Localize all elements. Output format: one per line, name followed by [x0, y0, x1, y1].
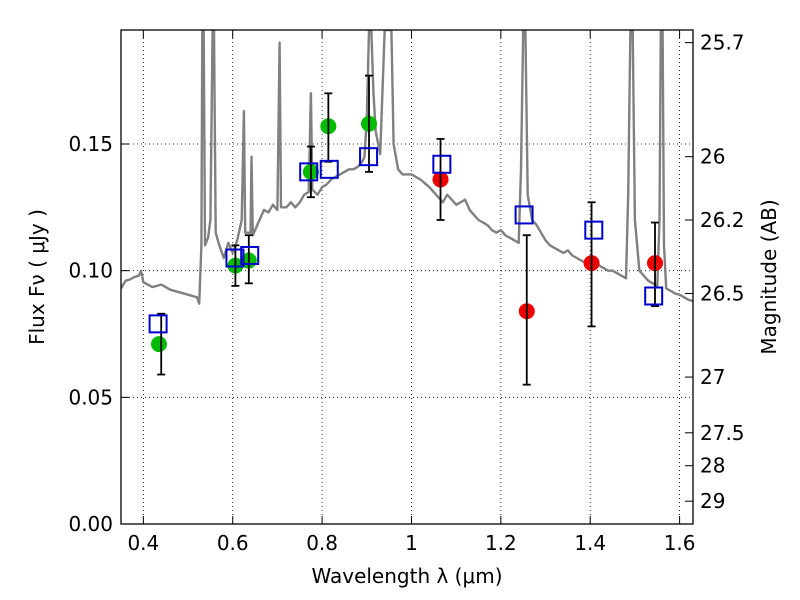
model-photometry-square	[225, 248, 245, 268]
right-tick-label: 26	[700, 145, 725, 169]
x-tick-label: 1	[405, 531, 418, 555]
model-spectrum-line	[121, 30, 693, 305]
x-tick-label: 1.4	[574, 531, 606, 555]
y-tick-label: 0.15	[68, 132, 113, 156]
right-tick-label: 27	[700, 365, 725, 389]
model-photometry-square	[514, 205, 534, 225]
axes: 0.4 0.6 0.8 1 1.2 1.4 1.6 0.00 0.05 0.10 0.15 25.7 2…	[68, 30, 745, 555]
x-tick-label: 0.6	[217, 531, 249, 555]
model-photometry-square	[644, 286, 664, 306]
right-tick-label: 28	[700, 454, 725, 478]
x-axis-label: Wavelength λ (μm)	[311, 564, 502, 588]
y-axis-label: Flux Fν ( μJy )	[25, 209, 49, 345]
optical-data-point	[150, 336, 167, 353]
right-tick-label: 25.7	[700, 31, 745, 55]
right-axis-label: Magnitude (AB)	[757, 199, 781, 354]
plot-area	[121, 30, 693, 386]
right-tick-label: 26.5	[700, 281, 745, 305]
right-tick-label: 26.2	[700, 208, 745, 232]
model-photometry-square	[299, 162, 319, 182]
right-tick-label: 29	[700, 489, 725, 513]
x-tick-label: 1.2	[485, 531, 517, 555]
y-tick-label: 0.05	[68, 385, 113, 409]
grid-lines	[121, 30, 693, 525]
model-photometry-square	[359, 147, 379, 167]
model-photometry-square	[240, 245, 260, 265]
model-photometry-square	[319, 159, 339, 179]
x-tick-label: 0.4	[127, 531, 159, 555]
x-tick-label: 0.8	[306, 531, 338, 555]
model-photometry-square	[432, 154, 452, 174]
model-photometry-square	[148, 314, 168, 334]
y-tick-label: 0.00	[68, 512, 113, 536]
plot-frame	[120, 29, 694, 525]
model-photometry-square	[584, 220, 604, 240]
right-tick-label: 27.5	[700, 421, 745, 445]
y-tick-label: 0.10	[68, 259, 113, 283]
x-tick-label: 1.6	[664, 531, 696, 555]
